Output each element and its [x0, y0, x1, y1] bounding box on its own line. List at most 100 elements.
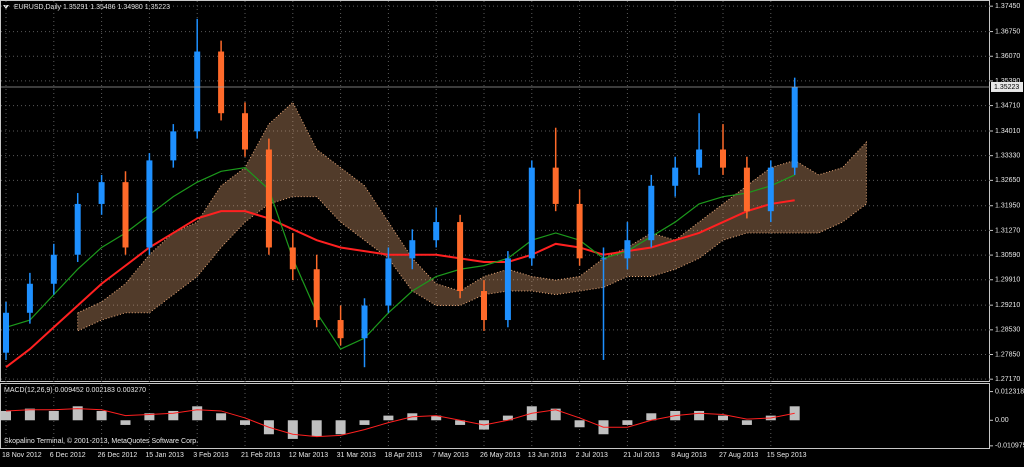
- y-tick-label: 1.34710: [995, 102, 1020, 109]
- candle-body: [648, 185, 655, 241]
- macd-bar: [694, 410, 705, 421]
- macd-bar: [718, 415, 728, 421]
- candle-body: [289, 247, 296, 270]
- candle-body: [337, 320, 344, 339]
- candle-body: [457, 222, 464, 292]
- candle-body: [576, 203, 583, 259]
- macd-bar: [335, 420, 346, 435]
- macd-bar: [144, 413, 155, 421]
- macd-signal: [5, 408, 795, 438]
- candle-body: [170, 131, 177, 161]
- candle-body: [50, 254, 57, 284]
- y-tick-label: 1.33330: [995, 153, 1020, 160]
- x-tick-label: 12 Mar 2013: [289, 452, 328, 459]
- macd-bar: [96, 410, 107, 421]
- macd-bar: [431, 415, 442, 421]
- macd-bar: [359, 420, 370, 425]
- candle-body: [122, 182, 129, 248]
- macd-bar: [574, 420, 585, 428]
- macd-bar: [287, 420, 298, 439]
- macd-bar: [168, 410, 179, 421]
- macd-bar: [741, 420, 752, 425]
- x-tick-label: 26 Dec 2012: [98, 452, 138, 459]
- candle-body: [696, 149, 703, 168]
- last-price-tag: [991, 81, 1023, 92]
- x-tick-label: 26 May 2013: [480, 452, 521, 459]
- candle-body: [672, 167, 679, 186]
- macd-bar: [240, 420, 250, 425]
- main-frame: [0, 0, 990, 382]
- x-tick-label: 3 Feb 2013: [193, 452, 229, 459]
- x-tick-label: 6 Dec 2012: [50, 452, 86, 459]
- macd-bar: [192, 406, 203, 421]
- candle-body: [313, 269, 320, 321]
- moving-average: [5, 199, 795, 369]
- candle-body: [218, 51, 225, 114]
- macd-bar: [72, 406, 83, 421]
- y-tick-label: 0.012318: [995, 388, 1024, 395]
- x-tick-label: 31 Mar 2013: [337, 452, 376, 459]
- candle-body: [361, 305, 368, 339]
- candle-body: [26, 283, 33, 313]
- title-arrow: [3, 5, 9, 9]
- candle-body: [385, 258, 392, 306]
- y-tick-label: 1.27170: [995, 376, 1020, 383]
- moving-average: [5, 167, 795, 350]
- x-tick-label: 21 Feb 2013: [241, 452, 280, 459]
- candle-body: [433, 222, 440, 241]
- macd-frame: [0, 383, 990, 449]
- ichimoku-cloud: [77, 101, 867, 332]
- x-tick-label: 13 Jun 2013: [528, 452, 567, 459]
- candle-body: [74, 203, 81, 255]
- candle-body: [146, 160, 153, 248]
- x-tick-label: 7 May 2013: [432, 452, 469, 459]
- candle-body: [743, 167, 750, 212]
- x-tick-label: 18 Apr 2013: [384, 452, 422, 459]
- y-tick-label: 1.37450: [995, 3, 1020, 10]
- candle-body: [767, 167, 774, 212]
- x-tick-label: 21 Jul 2013: [623, 452, 659, 459]
- candle-body: [528, 167, 535, 259]
- macd-bar: [622, 420, 633, 425]
- candle-body: [409, 240, 416, 259]
- candle-body: [720, 149, 726, 168]
- candle-body: [624, 240, 631, 259]
- candle-body: [600, 258, 607, 260]
- x-tick-label: 8 Aug 2013: [671, 452, 707, 459]
- candle-body: [791, 86, 798, 168]
- macd-bar: [455, 420, 466, 425]
- candle-body: [481, 291, 487, 321]
- y-tick-label: 0.00: [995, 417, 1009, 424]
- macd-title: MACD(12,26,9) 0.009452 0.002183 0.003270: [4, 387, 146, 394]
- x-tick-label: 15 Jan 2013: [145, 452, 184, 459]
- macd-bar: [311, 420, 322, 437]
- macd-bar: [1, 410, 11, 421]
- y-tick-label: 1.34010: [995, 128, 1020, 135]
- y-tick-label: 1.29210: [995, 302, 1020, 309]
- y-tick-label: 1.27850: [995, 351, 1020, 358]
- macd-bar: [502, 415, 513, 421]
- chart-title: EURUSD,Daily 1.35291 1.35486 1.34980 1.3…: [14, 4, 170, 11]
- y-tick-label: 1.35390: [995, 78, 1020, 85]
- candle-body: [242, 113, 248, 150]
- macd-bar: [120, 420, 131, 425]
- candle-body: [552, 167, 559, 204]
- macd-bar: [48, 410, 59, 421]
- y-tick-label: 1.31270: [995, 227, 1020, 234]
- candle-body: [504, 258, 511, 321]
- candle-body: [194, 51, 201, 132]
- y-tick-label: 1.30590: [995, 252, 1020, 259]
- candle-body: [265, 149, 272, 248]
- macd-bar: [550, 408, 561, 421]
- macd-bar: [24, 408, 35, 421]
- x-tick-label: 18 Nov 2012: [2, 452, 42, 459]
- macd-bar: [646, 413, 657, 421]
- x-tick-label: 2 Jul 2013: [576, 452, 608, 459]
- macd-bar: [383, 415, 394, 421]
- x-tick-label: 15 Sep 2013: [767, 452, 807, 459]
- y-tick-label: -0.010975: [995, 443, 1024, 450]
- candle-body: [3, 312, 9, 353]
- candle-body: [98, 182, 105, 204]
